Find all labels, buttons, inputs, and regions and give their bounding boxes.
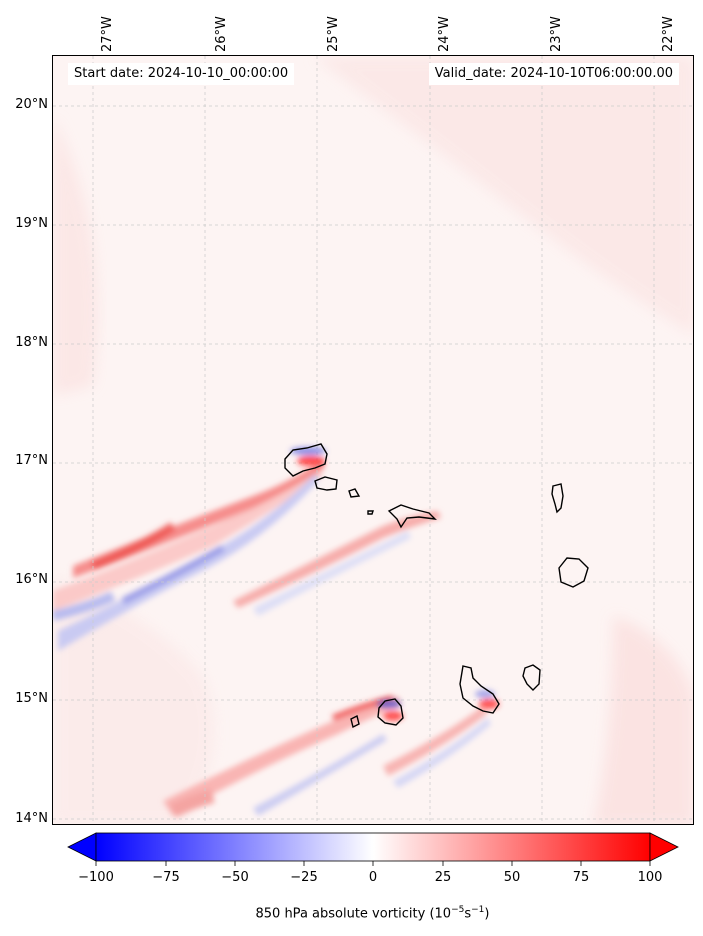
wake-sao-nicolau [233,511,441,616]
colorbar-tick-label: −25 [290,870,318,885]
colorbar [67,832,679,866]
valid-date-label: Valid_date: 2024-10-10T06:00:00.00 [428,63,679,85]
colorbar-tick-label: 25 [434,870,452,885]
gridlines [53,56,693,824]
lon-label: 26°W [214,16,229,52]
lon-label: 27°W [100,16,115,52]
colorbar-bar [95,832,651,862]
colorbar-tick-label: 0 [368,870,378,885]
colorbar-tick-label: −75 [152,870,180,885]
start-date-label: Start date: 2024-10-10_00:00:00 [68,63,295,85]
island-fogo [377,698,404,726]
map-panel[interactable] [52,55,694,825]
lat-label: 19°N [15,216,48,231]
lat-label: 15°N [15,691,48,706]
island-santo-antao [284,443,328,477]
lon-label: 23°W [549,16,564,52]
colorbar-extend-high [649,832,679,862]
wake-santo-antao [53,460,325,651]
colorbar-extend-low [67,832,97,862]
lat-label: 17°N [15,453,48,468]
colorbar-tick-label: 100 [637,870,663,885]
lon-label: 24°W [437,16,452,52]
lon-label: 25°W [326,16,341,52]
island-santa-luzia [348,488,361,498]
island-brava [350,714,360,729]
island-sao-nicolau [387,504,437,529]
colorbar-tick-label: −100 [78,870,114,885]
colorbar-label: 850 hPa absolute vorticity (10−5s−1) [255,905,490,922]
vorticity-field [53,56,693,824]
lat-label: 18°N [15,335,48,350]
island-santiago [459,665,500,714]
island-boa-vista [558,557,589,588]
wake-santiago [383,706,491,788]
lat-label: 14°N [15,811,48,826]
island-sal [551,483,564,514]
lat-label: 20°N [15,97,48,112]
island-dipoles [290,447,499,721]
coastlines [284,443,589,729]
colorbar-tick-label: 75 [572,870,590,885]
lon-label: 22°W [661,16,676,52]
wake-fogo [163,695,401,818]
island-maio [522,664,541,691]
lat-label: 16°N [15,572,48,587]
island-sao-vicente [314,476,338,491]
island-branco [367,510,374,515]
colorbar-tick-label: 50 [503,870,521,885]
colorbar-tick-label: −50 [221,870,249,885]
